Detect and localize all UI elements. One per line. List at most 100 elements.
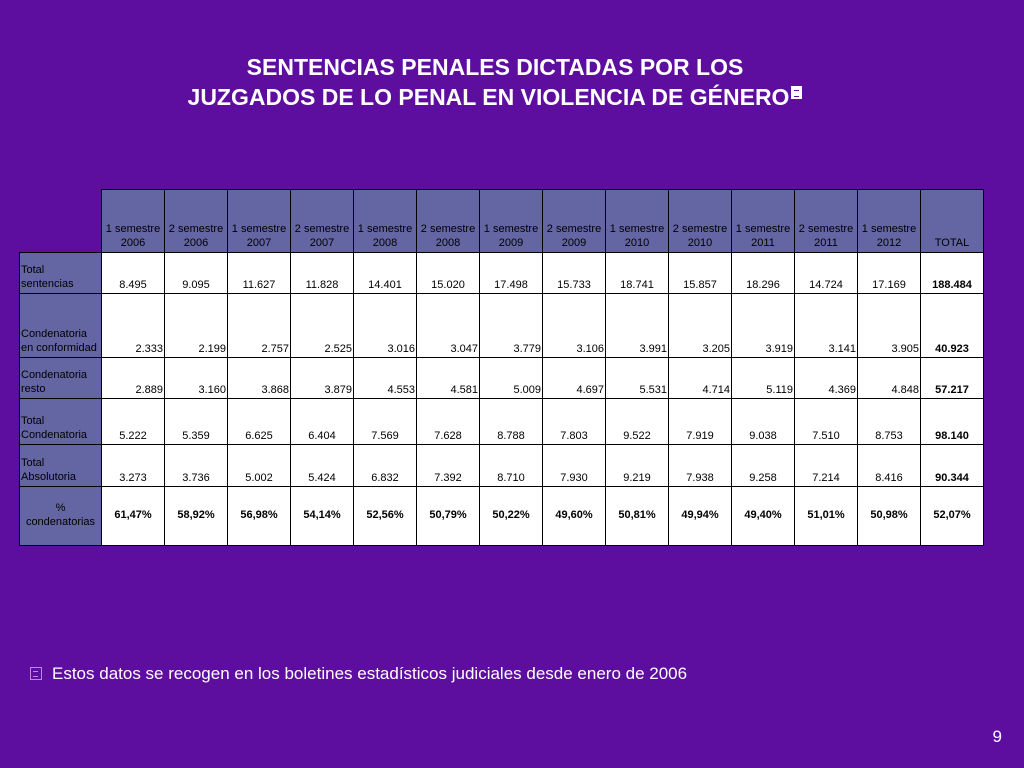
row-label-line2: condenatorias	[25, 516, 96, 528]
column-header-year: 2006	[120, 237, 146, 249]
column-header: 1 semestre 2006	[101, 189, 165, 253]
title-line-2: JUZGADOS DE LO PENAL EN VIOLENCIA DE GÉN…	[0, 82, 990, 112]
table-cell: 3.779	[479, 293, 543, 358]
table-cell: 56,98%	[227, 486, 291, 546]
row-label: Condenatoria en conformidad	[19, 293, 102, 358]
column-header: 2 semestre 2006	[164, 189, 228, 253]
note-bullet-icon	[30, 667, 42, 680]
column-header-year: 2007	[246, 237, 272, 249]
row-label: Total Condenatoria	[19, 398, 102, 445]
table-cell: 49,94%	[668, 486, 732, 546]
table-cell: 3.905	[857, 293, 921, 358]
table-cell: 7.214	[794, 444, 858, 487]
column-header-period: 1 semestre	[483, 223, 539, 235]
column-header-period: 2 semestre	[168, 223, 224, 235]
table-cell: 9.038	[731, 398, 795, 445]
table-cell: 15.733	[542, 252, 606, 294]
total-cell: 57.217	[920, 357, 984, 399]
table-cell: 2.889	[101, 357, 165, 399]
table-cell: 7.938	[668, 444, 732, 487]
total-cell: 52,07%	[920, 486, 984, 546]
row-label-line2: resto	[21, 383, 46, 395]
table-cell: 5.222	[101, 398, 165, 445]
column-header: 1 semestre 2009	[479, 189, 543, 253]
table-cell: 50,98%	[857, 486, 921, 546]
row-label: Condenatoria resto	[19, 357, 102, 399]
row-label-line2: sentencias	[21, 278, 74, 290]
table-cell: 6.404	[290, 398, 354, 445]
table-cell: 49,60%	[542, 486, 606, 546]
table-cell: 2.757	[227, 293, 291, 358]
table-row: Total Condenatoria 5.222 5.359 6.625 6.404 7.5…	[19, 398, 984, 445]
table-cell: 15.857	[668, 252, 732, 294]
table-cell: 3.047	[416, 293, 480, 358]
table-cell: 3.736	[164, 444, 228, 487]
table-cell: 17.169	[857, 252, 921, 294]
page-number: 9	[992, 727, 1002, 746]
table-cell: 8.495	[101, 252, 165, 294]
column-header-year: 2010	[687, 237, 713, 249]
table-cell: 2.333	[101, 293, 165, 358]
footnote-text: Estos datos se recogen en los boletines …	[52, 664, 688, 683]
table-cell: 3.879	[290, 357, 354, 399]
corner-cell	[19, 189, 102, 253]
column-header: 1 semestre 2012	[857, 189, 921, 253]
row-label-line1: Total	[21, 457, 45, 469]
column-header-period: 1 semestre	[735, 223, 791, 235]
table-cell: 50,79%	[416, 486, 480, 546]
table-cell: 8.788	[479, 398, 543, 445]
table-cell: 7.803	[542, 398, 606, 445]
table-cell: 8.416	[857, 444, 921, 487]
table-row: Condenatoria en conformidad 2.333 2.199 2.75…	[19, 293, 984, 358]
table-row: Total Absolutoria 3.273 3.736 5.002 5.424 6.83…	[19, 444, 984, 487]
table-cell: 3.205	[668, 293, 732, 358]
row-label-line1: Total	[21, 264, 45, 276]
table-cell: 50,22%	[479, 486, 543, 546]
column-header-period: 2 semestre	[420, 223, 476, 235]
table-row: Condenatoria resto 2.889 3.160 3.868 3.879 4.5…	[19, 357, 984, 399]
row-label-line1: %	[55, 502, 66, 514]
table-cell: 4.697	[542, 357, 606, 399]
total-cell: 40.923	[920, 293, 984, 358]
total-cell: 188.484	[920, 252, 984, 294]
table-cell: 9.258	[731, 444, 795, 487]
column-header: 2 semestre 2011	[794, 189, 858, 253]
table-cell: 61,47%	[101, 486, 165, 546]
column-header: 2 semestre 2008	[416, 189, 480, 253]
table-cell: 4.581	[416, 357, 480, 399]
table-cell: 5.531	[605, 357, 669, 399]
table-cell: 58,92%	[164, 486, 228, 546]
row-label: % condenatorias	[19, 486, 102, 546]
table-cell: 2.199	[164, 293, 228, 358]
table-cell: 2.525	[290, 293, 354, 358]
table-cell: 4.714	[668, 357, 732, 399]
table-cell: 7.569	[353, 398, 417, 445]
table-cell: 3.106	[542, 293, 606, 358]
column-header: 1 semestre 2011	[731, 189, 795, 253]
column-header-year: 2010	[624, 237, 650, 249]
table-cell: 8.753	[857, 398, 921, 445]
table-cell: 5.359	[164, 398, 228, 445]
column-header: 1 semestre 2008	[353, 189, 417, 253]
row-label-line2: Absolutoria	[21, 471, 77, 483]
table-cell: 4.848	[857, 357, 921, 399]
column-header-period: 1 semestre	[231, 223, 287, 235]
column-header-year: 2012	[876, 237, 902, 249]
table-cell: 3.160	[164, 357, 228, 399]
total-cell: 90.344	[920, 444, 984, 487]
table-cell: 15.020	[416, 252, 480, 294]
column-header-period: 1 semestre	[861, 223, 917, 235]
table-cell: 11.828	[290, 252, 354, 294]
column-header: 2 semestre 2007	[290, 189, 354, 253]
column-header: 2 semestre 2009	[542, 189, 606, 253]
table-cell: 50,81%	[605, 486, 669, 546]
row-label: Total sentencias	[19, 252, 102, 294]
row-label: Total Absolutoria	[19, 444, 102, 487]
row-label-line1: Condenatoria	[21, 328, 88, 340]
note-icon	[791, 86, 803, 99]
table-cell: 5.009	[479, 357, 543, 399]
table-cell: 6.625	[227, 398, 291, 445]
table-cell: 3.273	[101, 444, 165, 487]
table-row: Total sentencias 8.495 9.095 11.627 11.828 14.…	[19, 252, 984, 294]
table-cell: 3.016	[353, 293, 417, 358]
